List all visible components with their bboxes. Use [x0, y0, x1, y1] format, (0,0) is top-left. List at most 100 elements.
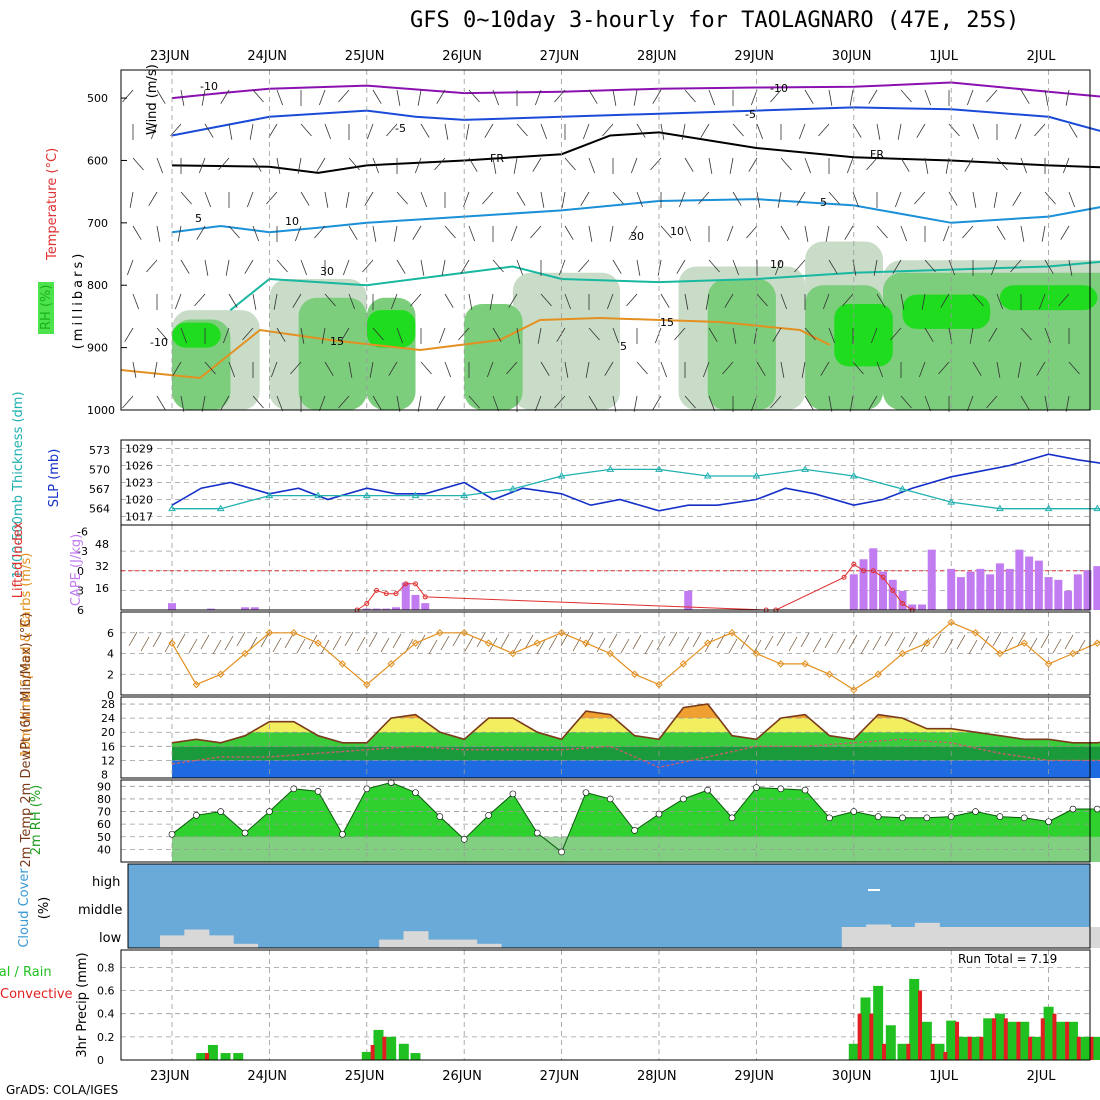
wind-barb — [801, 361, 806, 378]
surface-wind-barb — [572, 636, 582, 652]
rh-marker — [801, 786, 809, 794]
wind-speed-marker — [484, 639, 493, 647]
wind-barb — [633, 395, 638, 412]
y-tick-label: 500 — [87, 92, 108, 105]
rh-shading-high — [172, 322, 221, 348]
lifted-index-marker — [880, 574, 886, 580]
wind-barb — [276, 395, 284, 412]
wind-speed-marker — [387, 660, 395, 668]
temp-panel — [120, 696, 1091, 779]
wind-barb — [729, 157, 734, 174]
wind-barb — [684, 395, 696, 409]
temp-line — [171, 703, 1100, 744]
wind-barb — [198, 157, 206, 174]
wind-barb — [972, 191, 977, 208]
wind-barb — [660, 225, 672, 239]
precip-total-bar — [885, 1025, 896, 1060]
precip-total-bar — [196, 1053, 207, 1060]
wind-barb — [1020, 225, 1025, 242]
precip-total-bar — [410, 1053, 421, 1060]
wind-barb — [748, 157, 758, 172]
rh-tick-label: 40 — [97, 843, 111, 856]
x-tick-label-bottom: 28JUN — [637, 1069, 677, 1084]
precip-convective-bar — [930, 1043, 935, 1060]
y-tick-label: 900 — [87, 342, 108, 355]
wind-speed-marker — [265, 629, 274, 637]
wind-barb — [364, 191, 374, 206]
wind-barb — [900, 89, 912, 103]
low-cloud-bar — [987, 927, 1013, 948]
wind-barb — [252, 293, 257, 310]
wind-barb — [396, 191, 408, 205]
x-tick-label-top: 2JUL — [1027, 49, 1057, 64]
precip-total-bar — [1080, 1036, 1091, 1060]
precip-convective-bar — [943, 1051, 948, 1060]
contour-label: FR — [490, 152, 504, 165]
wind-barb — [828, 327, 836, 344]
wind-barb — [180, 259, 190, 274]
wind-speed-marker — [290, 629, 298, 637]
wind-speed-marker — [971, 629, 980, 637]
thickness-tick-label: 567 — [89, 483, 110, 496]
surface-wind-barb — [656, 635, 666, 651]
surface-wind-barb — [260, 632, 270, 648]
wind-barb — [126, 259, 134, 276]
wind-barb — [684, 89, 696, 103]
contour-label: 5 — [620, 340, 627, 353]
wind-barb — [414, 157, 422, 174]
cloud-low-label: low — [99, 931, 122, 946]
surface-wind-barb — [128, 631, 138, 647]
rh-marker — [631, 827, 638, 834]
wind-barb — [242, 327, 254, 341]
surface-wind-barb — [1004, 636, 1014, 652]
wind-barb — [914, 191, 926, 205]
wind-barb — [266, 191, 278, 205]
wind-speed-marker — [898, 649, 907, 658]
wind-barb — [564, 361, 569, 378]
wind-barb — [876, 293, 886, 308]
rh-marker — [704, 786, 712, 794]
wind-barb — [1038, 293, 1046, 310]
rh-marker — [777, 785, 785, 793]
wind-barb — [746, 225, 758, 239]
surface-wind-barb — [212, 639, 222, 655]
wind-barb — [220, 89, 230, 104]
wind-barb — [1044, 395, 1049, 412]
precip-total-bar — [909, 978, 920, 1060]
contour-label: 10 — [670, 225, 684, 238]
wind-barb — [684, 157, 694, 172]
dewpoint-line — [171, 738, 1100, 769]
low-cloud-bar — [841, 927, 867, 948]
wind-barb — [444, 293, 454, 308]
x-tick-label-bottom: 1JUL — [929, 1069, 959, 1084]
precip-total-bar — [361, 1051, 372, 1060]
wind-barb — [684, 225, 692, 242]
wind-barb — [606, 293, 614, 310]
temp-band — [172, 732, 1100, 747]
wind-speed-marker — [630, 670, 639, 678]
wind-barb — [218, 157, 230, 171]
lifted-index-tick-label: -3 — [77, 545, 88, 558]
wind-barb — [372, 89, 382, 104]
cape-bar — [241, 607, 250, 610]
wind-barb — [460, 259, 470, 274]
wind-barb — [556, 327, 566, 342]
wind-barb — [1044, 259, 1054, 274]
surface-wind-barb — [956, 634, 966, 650]
surface-wind-barb — [368, 632, 378, 648]
wind-barb — [993, 191, 998, 208]
precip-convective-legend: Convective — [0, 987, 73, 1002]
low-cloud-bar — [890, 927, 916, 948]
wind-barb — [804, 157, 812, 174]
wind-speed-marker — [363, 680, 371, 689]
rh-marker — [193, 812, 200, 819]
low-cloud-bar — [452, 939, 478, 948]
rh-marker — [533, 829, 541, 837]
wind-barb — [1020, 157, 1028, 174]
contour-label: 30 — [630, 230, 644, 243]
wind-barb — [516, 327, 521, 344]
wind-barb — [868, 89, 878, 104]
wind-barb — [1020, 395, 1030, 410]
wind-speed-marker — [703, 639, 712, 647]
wind-barb — [756, 361, 766, 376]
